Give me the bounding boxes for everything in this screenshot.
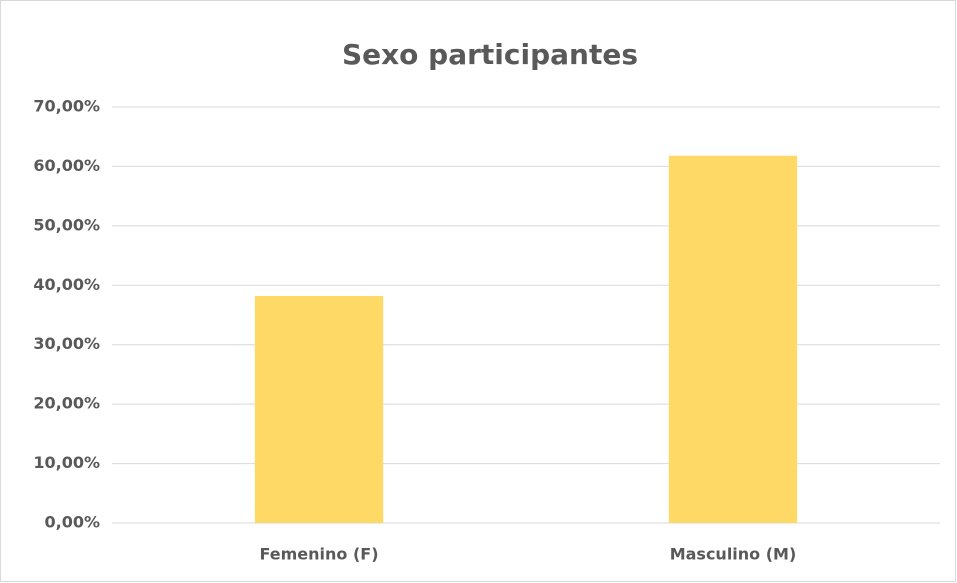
- bar: [668, 155, 798, 523]
- chart-title: Sexo participantes: [342, 38, 638, 71]
- y-tick-label: 40,00%: [33, 275, 100, 294]
- bar: [254, 295, 384, 523]
- x-tick-label: Femenino (F): [259, 545, 378, 564]
- y-tick-label: 50,00%: [33, 215, 100, 234]
- y-tick-label: 10,00%: [33, 453, 100, 472]
- y-tick-label: 30,00%: [33, 334, 100, 353]
- y-tick-label: 20,00%: [33, 394, 100, 413]
- y-tick-label: 60,00%: [33, 156, 100, 175]
- x-tick-label: Masculino (M): [670, 545, 797, 564]
- y-tick-label: 0,00%: [44, 513, 100, 532]
- y-tick-label: 70,00%: [33, 97, 100, 116]
